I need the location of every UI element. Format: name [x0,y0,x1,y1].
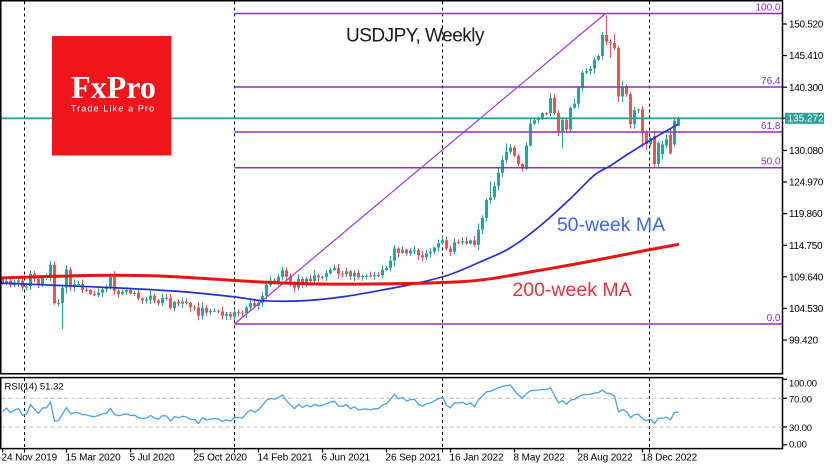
svg-text:140.300: 140.300 [789,83,824,94]
svg-text:FxPro: FxPro [71,69,156,105]
svg-text:150.520: 150.520 [789,20,824,31]
svg-text:70.00: 70.00 [789,395,812,406]
svg-text:0.00: 0.00 [789,439,807,450]
svg-text:8 May 2022: 8 May 2022 [514,453,566,464]
svg-text:14 Feb 2021: 14 Feb 2021 [258,453,314,464]
svg-text:50-week MA: 50-week MA [557,214,665,236]
svg-text:130.080: 130.080 [789,146,824,157]
svg-text:61.8: 61.8 [761,121,781,132]
svg-text:50.0: 50.0 [761,157,781,168]
svg-text:28 Aug 2022: 28 Aug 2022 [578,453,634,464]
svg-text:18 Dec 2022: 18 Dec 2022 [642,453,698,464]
svg-text:16 Jan 2022: 16 Jan 2022 [450,453,504,464]
svg-text:Trade Like a Pro: Trade Like a Pro [71,104,155,114]
svg-text:5 Jul 2020: 5 Jul 2020 [130,453,176,464]
svg-text:104.530: 104.530 [789,304,824,315]
svg-text:26 Sep 2021: 26 Sep 2021 [386,453,442,464]
svg-text:100.00: 100.00 [789,378,817,389]
svg-text:24 Nov 2019: 24 Nov 2019 [2,453,58,464]
svg-text:6 Jun 2021: 6 Jun 2021 [322,453,371,464]
svg-text:109.640: 109.640 [789,272,824,283]
svg-text:135.272: 135.272 [788,114,825,125]
svg-text:76.4: 76.4 [761,76,781,87]
svg-text:200-week MA: 200-week MA [512,279,631,301]
svg-text:30.00: 30.00 [789,423,812,434]
svg-text:15 Mar 2020: 15 Mar 2020 [66,453,122,464]
svg-text:145.410: 145.410 [789,51,824,62]
svg-text:USDJPY, Weekly: USDJPY, Weekly [346,26,485,47]
svg-text:100.0: 100.0 [755,2,780,13]
svg-text:0.0: 0.0 [767,313,781,324]
svg-text:RSI(14) 51.32: RSI(14) 51.32 [5,382,64,393]
svg-text:124.970: 124.970 [789,178,824,189]
svg-text:25 Oct 2020: 25 Oct 2020 [194,453,248,464]
svg-text:119.860: 119.860 [789,209,823,220]
svg-text:99.420: 99.420 [789,336,819,347]
svg-text:114.750: 114.750 [789,241,823,252]
